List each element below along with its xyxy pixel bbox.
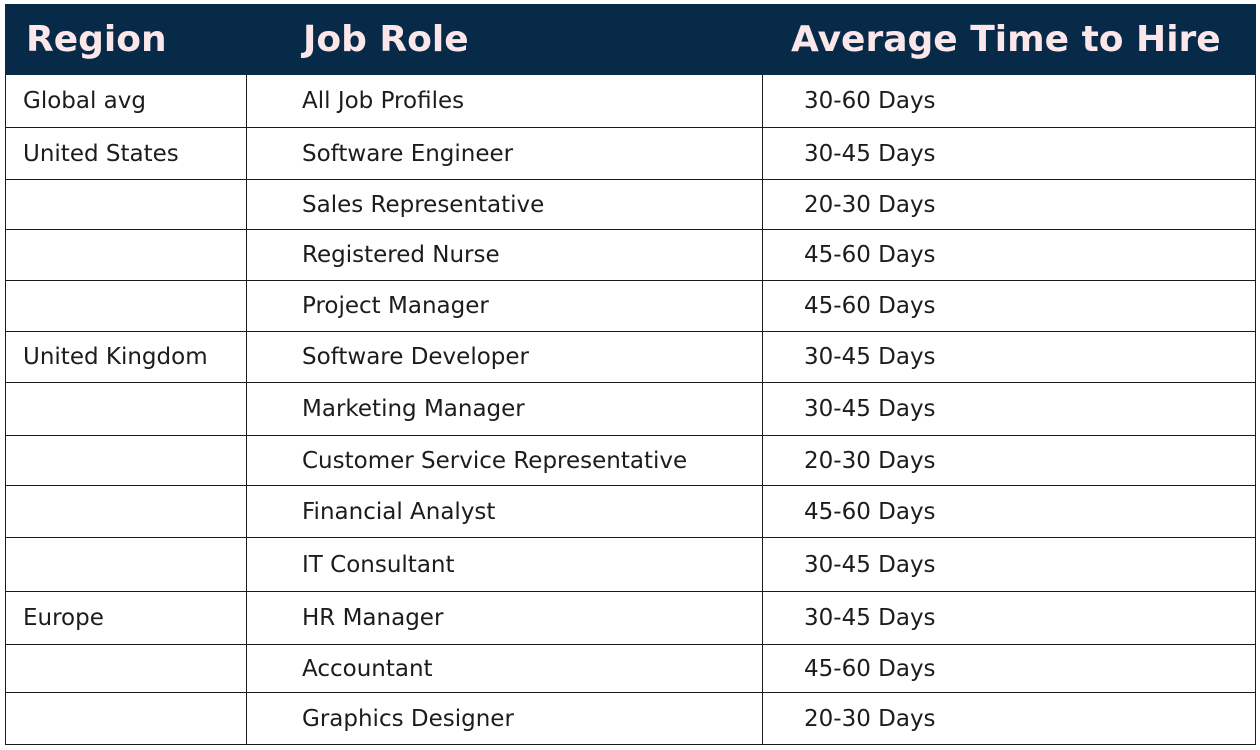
job-role-cell: Customer Service Representative <box>246 435 763 486</box>
region-cell <box>5 229 247 281</box>
time-to-hire-cell: 45-60 Days <box>762 644 1256 693</box>
table-row: Graphics Designer 20-30 Days <box>5 692 1256 745</box>
time-to-hire-cell: 20-30 Days <box>762 179 1256 230</box>
time-to-hire-cell: 45-60 Days <box>762 229 1256 281</box>
table-row: Marketing Manager 30-45 Days <box>5 382 1256 436</box>
header-job-role: Job Role <box>246 4 763 75</box>
time-to-hire-table: Region Job Role Average Time to Hire Glo… <box>5 4 1256 745</box>
job-role-cell: Sales Representative <box>246 179 763 230</box>
job-role-cell: IT Consultant <box>246 537 763 592</box>
header-average-time-to-hire: Average Time to Hire <box>762 4 1256 75</box>
region-cell: United Kingdom <box>5 331 247 383</box>
time-to-hire-cell: 45-60 Days <box>762 280 1256 332</box>
region-cell: Europe <box>5 591 247 645</box>
table-header: Region Job Role Average Time to Hire <box>5 4 1256 75</box>
job-role-cell: HR Manager <box>246 591 763 645</box>
job-role-cell: Graphics Designer <box>246 692 763 745</box>
region-cell <box>5 435 247 486</box>
header-row: Region Job Role Average Time to Hire <box>5 4 1256 75</box>
table-row: Europe HR Manager 30-45 Days <box>5 591 1256 645</box>
region-cell <box>5 537 247 592</box>
region-cell <box>5 280 247 332</box>
time-to-hire-cell: 30-45 Days <box>762 382 1256 436</box>
time-to-hire-cell: 30-45 Days <box>762 591 1256 645</box>
job-role-cell: All Job Profiles <box>246 74 763 128</box>
job-role-cell: Software Developer <box>246 331 763 383</box>
job-role-cell: Software Engineer <box>246 127 763 180</box>
table-body: Global avg All Job Profiles 30-60 Days Unit… <box>5 74 1256 745</box>
table-row: Sales Representative 20-30 Days <box>5 179 1256 230</box>
table-row: United States Software Engineer 30-45 Days <box>5 127 1256 180</box>
job-role-cell: Financial Analyst <box>246 485 763 538</box>
time-to-hire-cell: 20-30 Days <box>762 692 1256 745</box>
header-region: Region <box>5 4 247 75</box>
region-cell <box>5 644 247 693</box>
time-to-hire-cell: 45-60 Days <box>762 485 1256 538</box>
table-row: IT Consultant 30-45 Days <box>5 537 1256 592</box>
region-cell: United States <box>5 127 247 180</box>
table-row: Customer Service Representative 20-30 Day… <box>5 435 1256 486</box>
time-to-hire-cell: 30-45 Days <box>762 331 1256 383</box>
time-to-hire-cell: 20-30 Days <box>762 435 1256 486</box>
region-cell: Global avg <box>5 74 247 128</box>
table-row: Project Manager 45-60 Days <box>5 280 1256 332</box>
region-cell <box>5 485 247 538</box>
table-row: Financial Analyst 45-60 Days <box>5 485 1256 538</box>
table-row: Accountant 45-60 Days <box>5 644 1256 693</box>
time-to-hire-cell: 30-45 Days <box>762 127 1256 180</box>
job-role-cell: Registered Nurse <box>246 229 763 281</box>
time-to-hire-table-container: Region Job Role Average Time to Hire Glo… <box>5 4 1256 745</box>
region-cell <box>5 692 247 745</box>
table-row: Registered Nurse 45-60 Days <box>5 229 1256 281</box>
region-cell <box>5 382 247 436</box>
job-role-cell: Marketing Manager <box>246 382 763 436</box>
table-row: United Kingdom Software Developer 30-45 Da… <box>5 331 1256 383</box>
job-role-cell: Project Manager <box>246 280 763 332</box>
region-cell <box>5 179 247 230</box>
table-row: Global avg All Job Profiles 30-60 Days <box>5 74 1256 128</box>
time-to-hire-cell: 30-60 Days <box>762 74 1256 128</box>
time-to-hire-cell: 30-45 Days <box>762 537 1256 592</box>
job-role-cell: Accountant <box>246 644 763 693</box>
